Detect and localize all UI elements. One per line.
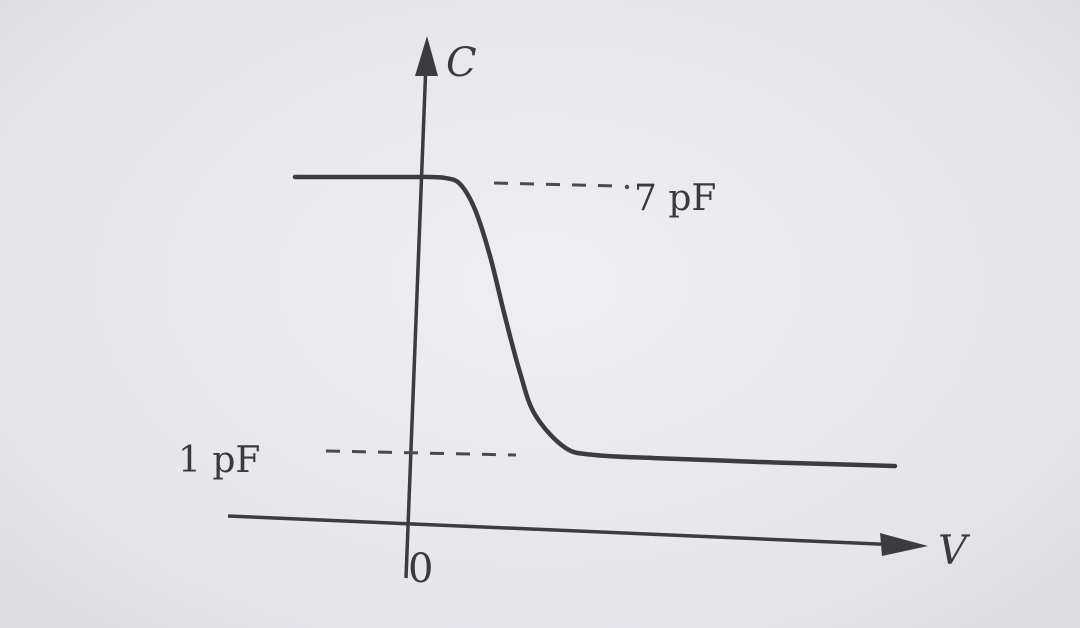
y-axis [404, 61, 428, 579]
low-capacitance-guide [325, 449, 517, 457]
high-capacitance-label: 7 pF [634, 178, 716, 219]
low-capacitance-label: 1 pF [178, 440, 260, 481]
y-axis-label: C [446, 40, 477, 86]
y-axis-arrowhead [415, 36, 438, 76]
x-axis [227, 514, 903, 547]
x-axis-label: V [938, 528, 971, 574]
high-capacitance-guide-dot [624, 184, 630, 190]
origin-label: 0 [408, 546, 433, 592]
x-axis-arrowhead [880, 533, 928, 556]
high-capacitance-guide [493, 181, 619, 188]
capacitance-curve [292, 174, 898, 469]
